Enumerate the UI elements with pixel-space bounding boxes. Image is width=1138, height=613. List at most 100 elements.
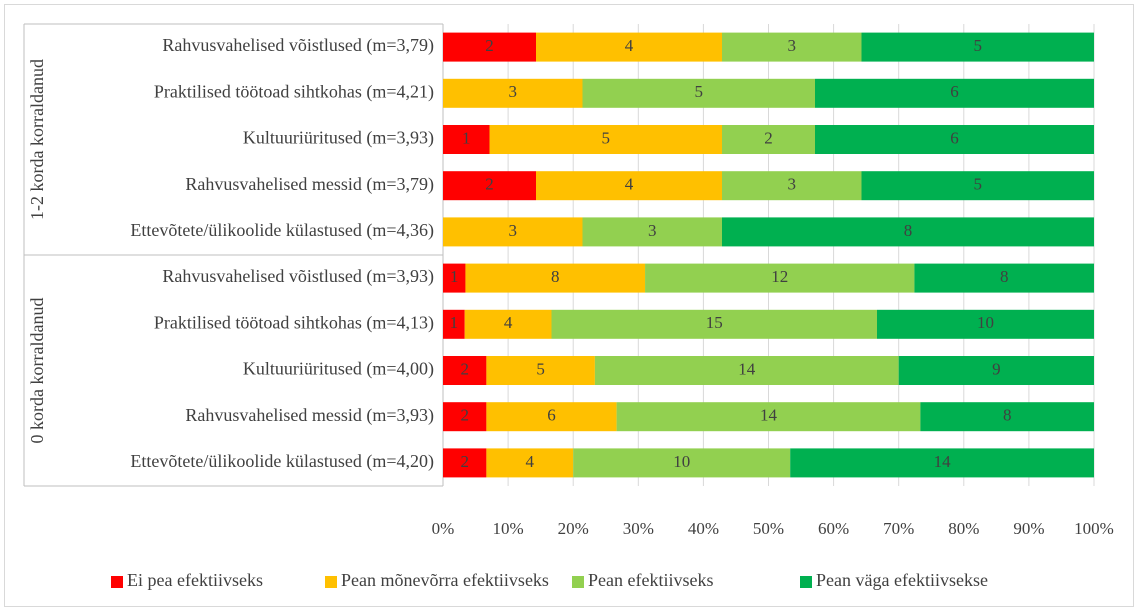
category-label: Rahvusvahelised võistlused (m=3,93) — [162, 266, 434, 287]
data-label: 3 — [788, 175, 797, 194]
data-label: 8 — [551, 267, 560, 286]
data-label: 14 — [934, 452, 952, 471]
data-label: 14 — [738, 359, 756, 378]
data-label: 3 — [509, 221, 518, 240]
data-label: 5 — [974, 175, 983, 194]
data-label: 8 — [1000, 267, 1009, 286]
bar-segment — [536, 171, 722, 201]
bar-segment — [914, 263, 1094, 293]
bar-segment — [594, 356, 899, 385]
category-label: Praktilised töötoad sihtkohas (m=4,21) — [154, 81, 434, 102]
data-label: 3 — [788, 36, 797, 55]
x-tick-label: 80% — [948, 519, 979, 538]
x-tick-label: 60% — [818, 519, 849, 538]
data-label: 5 — [536, 359, 545, 378]
x-tick-label: 20% — [558, 519, 589, 538]
category-label: Kultuuriüritused (m=4,00) — [243, 359, 434, 380]
data-label: 8 — [904, 221, 913, 240]
bar-segment — [898, 356, 1094, 385]
bar-segment — [443, 125, 490, 154]
legend-swatch — [111, 576, 123, 588]
bar-segment — [443, 356, 487, 385]
data-label: 5 — [695, 82, 704, 101]
data-label: 3 — [648, 221, 657, 240]
data-label: 6 — [950, 128, 959, 147]
category-label: Rahvusvahelised messid (m=3,79) — [185, 174, 434, 195]
bar-segment — [464, 309, 552, 339]
bar-segment — [815, 78, 1094, 108]
data-label: 1 — [462, 128, 471, 147]
bar-segment — [443, 402, 487, 432]
x-tick-label: 10% — [493, 519, 524, 538]
group-label: 1-2 korda korraldanud — [27, 59, 47, 220]
data-label: 1 — [450, 267, 459, 286]
legend-label: Pean väga efektiivsekse — [816, 570, 988, 590]
data-label: 2 — [764, 128, 773, 147]
bar-segment — [486, 402, 617, 432]
bar-segment — [790, 448, 1094, 478]
x-tick-label: 0% — [432, 519, 455, 538]
data-label: 3 — [509, 82, 518, 101]
category-label: Rahvusvahelised võistlused (m=3,79) — [162, 35, 434, 56]
x-tick-label: 100% — [1074, 519, 1114, 538]
data-label: 14 — [760, 406, 778, 425]
bar-segment — [443, 171, 536, 201]
bar-segment — [489, 125, 722, 154]
bar-segment — [551, 309, 877, 339]
bar-segment — [722, 125, 815, 154]
bar-segment — [443, 32, 536, 62]
data-label: 4 — [625, 175, 634, 194]
x-tick-label: 30% — [623, 519, 654, 538]
legend-swatch — [325, 576, 337, 588]
bar-segment — [443, 217, 583, 247]
legend-swatch — [572, 576, 584, 588]
data-label: 2 — [460, 359, 469, 378]
legend-label: Ei pea efektiivseks — [127, 570, 263, 590]
x-tick-label: 70% — [883, 519, 914, 538]
bar-segment — [645, 263, 915, 293]
x-tick-label: 90% — [1013, 519, 1044, 538]
bar-segment — [616, 402, 921, 432]
x-tick-label: 40% — [688, 519, 719, 538]
bar-segment — [443, 263, 466, 293]
data-label: 10 — [673, 452, 690, 471]
bar-segment — [722, 217, 1094, 247]
bar-segment — [815, 125, 1094, 154]
category-label: Rahvusvahelised messid (m=3,93) — [185, 405, 434, 426]
data-label: 2 — [485, 36, 494, 55]
x-tick-label: 50% — [753, 519, 784, 538]
bar-segment — [465, 263, 646, 293]
category-label: Ettevõtete/ülikoolide külastused (m=4,36… — [130, 220, 434, 241]
data-label: 12 — [771, 267, 788, 286]
category-label: Praktilised töötoad sihtkohas (m=4,13) — [154, 312, 434, 333]
data-label: 5 — [974, 36, 983, 55]
stacked-bar-chart: 0% 10% 20% 30% 40% 50% 60% 70% 80% 90% 100% 1-2 kor… — [23, 23, 1114, 590]
bar-segment — [861, 171, 1094, 201]
category-label: Ettevõtete/ülikoolide külastused (m=4,20… — [130, 451, 434, 472]
data-label: 2 — [460, 452, 469, 471]
bar-segment — [486, 356, 595, 385]
chart-frame: 0% 10% 20% 30% 40% 50% 60% 70% 80% 90% 100% 1-2 kor… — [4, 4, 1134, 607]
data-label: 6 — [950, 82, 959, 101]
data-label: 4 — [504, 313, 513, 332]
bar-segment — [920, 402, 1094, 432]
data-label: 15 — [706, 313, 723, 332]
bar-segment — [582, 78, 815, 108]
bar-segment — [722, 171, 862, 201]
data-label: 5 — [602, 128, 611, 147]
bar-segment — [536, 32, 722, 62]
legend-swatch — [800, 576, 812, 588]
data-label: 2 — [485, 175, 494, 194]
bar-segment — [573, 448, 791, 478]
bar-segment — [722, 32, 862, 62]
legend-label: Pean mõnevõrra efektiivseks — [341, 570, 549, 590]
data-label: 1 — [450, 313, 459, 332]
data-label: 9 — [992, 359, 1001, 378]
data-label: 4 — [526, 452, 535, 471]
data-label: 6 — [547, 406, 556, 425]
bar-segment — [443, 309, 465, 339]
bar-segment — [861, 32, 1094, 62]
bar-segment — [582, 217, 722, 247]
data-label: 2 — [460, 406, 469, 425]
data-label: 10 — [977, 313, 994, 332]
